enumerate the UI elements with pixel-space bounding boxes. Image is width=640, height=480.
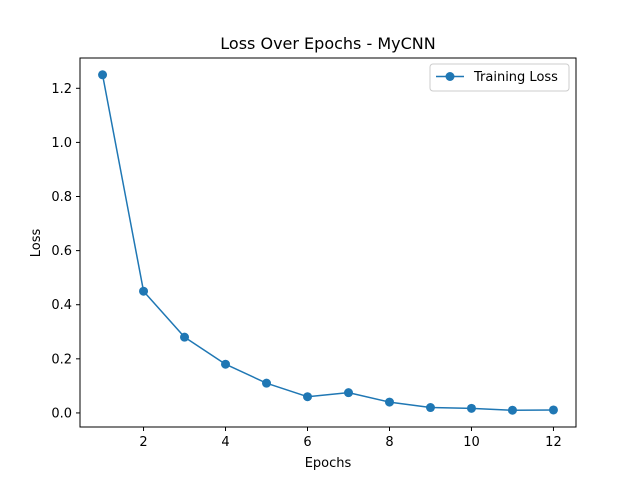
plot-area bbox=[80, 58, 576, 427]
data-point bbox=[384, 397, 394, 407]
data-point bbox=[139, 286, 149, 296]
y-axis-label: Loss bbox=[29, 229, 44, 258]
chart-title: Loss Over Epochs - MyCNN bbox=[220, 34, 435, 53]
y-tick-label: 0.0 bbox=[51, 406, 72, 421]
data-point bbox=[98, 70, 108, 80]
y-tick-label: 0.6 bbox=[51, 244, 72, 259]
x-tick-label: 12 bbox=[545, 435, 562, 450]
y-tick-label: 1.0 bbox=[51, 136, 72, 151]
plot-frame bbox=[79, 57, 577, 428]
y-tick-label: 0.4 bbox=[51, 298, 72, 313]
legend-frame bbox=[429, 63, 570, 92]
data-point bbox=[425, 403, 435, 413]
data-point bbox=[507, 405, 517, 415]
legend: Training Loss bbox=[429, 63, 570, 92]
data-point bbox=[548, 405, 558, 415]
y-tick-label: 0.8 bbox=[51, 190, 72, 205]
series-line bbox=[101, 74, 554, 411]
x-axis-label: Epochs bbox=[305, 456, 352, 471]
y-tick-label: 0.2 bbox=[51, 352, 72, 367]
data-point bbox=[221, 359, 231, 369]
x-tick-label: 6 bbox=[303, 435, 311, 450]
x-tick-label: 8 bbox=[385, 435, 393, 450]
x-tick-label: 10 bbox=[463, 435, 480, 450]
data-point bbox=[262, 378, 272, 388]
legend-label: Training Loss bbox=[473, 70, 558, 85]
plot-background bbox=[80, 58, 576, 427]
data-point bbox=[343, 388, 353, 398]
y-tick-label: 1.2 bbox=[51, 82, 72, 97]
x-tick-label: 2 bbox=[139, 435, 147, 450]
y-axis-ticks: 0.0 0.2 0.4 0.6 0.8 1.0 1.2 bbox=[51, 82, 80, 421]
data-point bbox=[466, 403, 476, 413]
series-group bbox=[98, 70, 558, 415]
data-point bbox=[180, 332, 190, 342]
x-axis-ticks: 2 4 6 8 10 12 bbox=[139, 427, 562, 450]
x-tick-label: 4 bbox=[221, 435, 229, 450]
data-point bbox=[303, 392, 313, 402]
legend-marker-icon bbox=[445, 72, 455, 81]
